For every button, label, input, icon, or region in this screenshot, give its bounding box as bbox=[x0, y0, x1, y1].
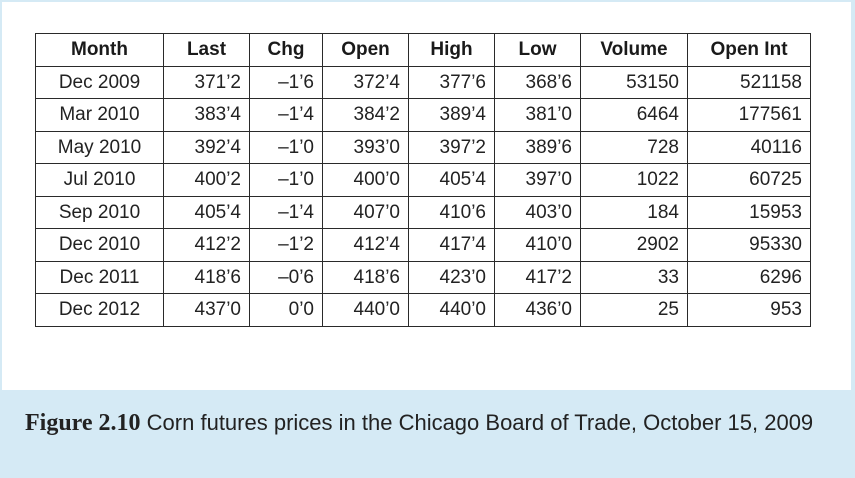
table-row: Dec 2010 412’2 –1’2 412’4 417’4 410’0 29… bbox=[35, 228, 811, 262]
cell-last: 437’0 bbox=[163, 293, 250, 327]
cell-open-int: 521158 bbox=[687, 65, 811, 99]
figure-caption-text: Corn futures prices in the Chicago Board… bbox=[146, 410, 814, 435]
cell-open: 372’4 bbox=[322, 65, 409, 99]
table-row: Mar 2010 383’4 –1’4 384’2 389’4 381’0 64… bbox=[35, 98, 811, 132]
table-row: Dec 2009 371’2 –1’6 372’4 377’6 368’6 53… bbox=[35, 65, 811, 99]
cell-open: 418’6 bbox=[322, 260, 409, 294]
figure-caption: Figure 2.10 Corn futures prices in the C… bbox=[25, 408, 825, 438]
cell-open: 393’0 bbox=[322, 130, 409, 164]
header-open-int: Open Int bbox=[687, 33, 811, 67]
cell-open: 412’4 bbox=[322, 228, 409, 262]
cell-high: 423’0 bbox=[408, 260, 495, 294]
cell-high: 389’4 bbox=[408, 98, 495, 132]
cell-chg: –1’4 bbox=[249, 195, 323, 229]
cell-open-int: 6296 bbox=[687, 260, 811, 294]
cell-low: 368’6 bbox=[494, 65, 581, 99]
cell-open-int: 15953 bbox=[687, 195, 811, 229]
table-row: Dec 2012 437’0 0’0 440’0 440’0 436’0 25 … bbox=[35, 293, 811, 327]
table-header-row: Month Last Chg Open High Low Volume Open… bbox=[35, 33, 811, 67]
cell-open-int: 953 bbox=[687, 293, 811, 327]
cell-last: 400’2 bbox=[163, 163, 250, 197]
cell-low: 436’0 bbox=[494, 293, 581, 327]
cell-chg: –1’0 bbox=[249, 163, 323, 197]
cell-high: 410’6 bbox=[408, 195, 495, 229]
cell-open: 384’2 bbox=[322, 98, 409, 132]
cell-last: 418’6 bbox=[163, 260, 250, 294]
cell-last: 392’4 bbox=[163, 130, 250, 164]
cell-low: 417’2 bbox=[494, 260, 581, 294]
cell-month: Dec 2012 bbox=[35, 293, 164, 327]
cell-volume: 184 bbox=[580, 195, 688, 229]
table-row: Sep 2010 405’4 –1’4 407’0 410’6 403’0 18… bbox=[35, 195, 811, 229]
table-row: May 2010 392’4 –1’0 393’0 397’2 389’6 72… bbox=[35, 130, 811, 164]
cell-open: 400’0 bbox=[322, 163, 409, 197]
cell-high: 417’4 bbox=[408, 228, 495, 262]
header-chg: Chg bbox=[249, 33, 323, 67]
cell-month: May 2010 bbox=[35, 130, 164, 164]
cell-high: 377’6 bbox=[408, 65, 495, 99]
figure-panel: Month Last Chg Open High Low Volume Open… bbox=[2, 2, 851, 390]
cell-last: 412’2 bbox=[163, 228, 250, 262]
cell-volume: 53150 bbox=[580, 65, 688, 99]
cell-month: Dec 2010 bbox=[35, 228, 164, 262]
cell-volume: 2902 bbox=[580, 228, 688, 262]
cell-month: Dec 2011 bbox=[35, 260, 164, 294]
cell-volume: 1022 bbox=[580, 163, 688, 197]
cell-open: 407’0 bbox=[322, 195, 409, 229]
header-low: Low bbox=[494, 33, 581, 67]
cell-high: 440’0 bbox=[408, 293, 495, 327]
cell-low: 397’0 bbox=[494, 163, 581, 197]
figure-label: Figure 2.10 bbox=[25, 410, 141, 436]
cell-open-int: 60725 bbox=[687, 163, 811, 197]
cell-volume: 728 bbox=[580, 130, 688, 164]
header-last: Last bbox=[163, 33, 250, 67]
header-open: Open bbox=[322, 33, 409, 67]
cell-open-int: 95330 bbox=[687, 228, 811, 262]
cell-last: 383’4 bbox=[163, 98, 250, 132]
cell-last: 371’2 bbox=[163, 65, 250, 99]
cell-chg: –1’2 bbox=[249, 228, 323, 262]
header-high: High bbox=[408, 33, 495, 67]
cell-volume: 6464 bbox=[580, 98, 688, 132]
cell-month: Dec 2009 bbox=[35, 65, 164, 99]
cell-month: Mar 2010 bbox=[35, 98, 164, 132]
header-month: Month bbox=[35, 33, 164, 67]
cell-volume: 33 bbox=[580, 260, 688, 294]
cell-high: 405’4 bbox=[408, 163, 495, 197]
cell-high: 397’2 bbox=[408, 130, 495, 164]
header-volume: Volume bbox=[580, 33, 688, 67]
cell-open: 440’0 bbox=[322, 293, 409, 327]
cell-open-int: 40116 bbox=[687, 130, 811, 164]
cell-month: Jul 2010 bbox=[35, 163, 164, 197]
cell-chg: 0’0 bbox=[249, 293, 323, 327]
cell-low: 410’0 bbox=[494, 228, 581, 262]
table-row: Dec 2011 418’6 –0’6 418’6 423’0 417’2 33… bbox=[35, 260, 811, 294]
cell-chg: –1’0 bbox=[249, 130, 323, 164]
cell-low: 381’0 bbox=[494, 98, 581, 132]
table-row: Jul 2010 400’2 –1’0 400’0 405’4 397’0 10… bbox=[35, 163, 811, 197]
futures-price-table: Month Last Chg Open High Low Volume Open… bbox=[35, 33, 811, 327]
cell-open-int: 177561 bbox=[687, 98, 811, 132]
cell-chg: –0’6 bbox=[249, 260, 323, 294]
cell-low: 403’0 bbox=[494, 195, 581, 229]
cell-low: 389’6 bbox=[494, 130, 581, 164]
cell-chg: –1’4 bbox=[249, 98, 323, 132]
cell-volume: 25 bbox=[580, 293, 688, 327]
cell-month: Sep 2010 bbox=[35, 195, 164, 229]
cell-last: 405’4 bbox=[163, 195, 250, 229]
cell-chg: –1’6 bbox=[249, 65, 323, 99]
